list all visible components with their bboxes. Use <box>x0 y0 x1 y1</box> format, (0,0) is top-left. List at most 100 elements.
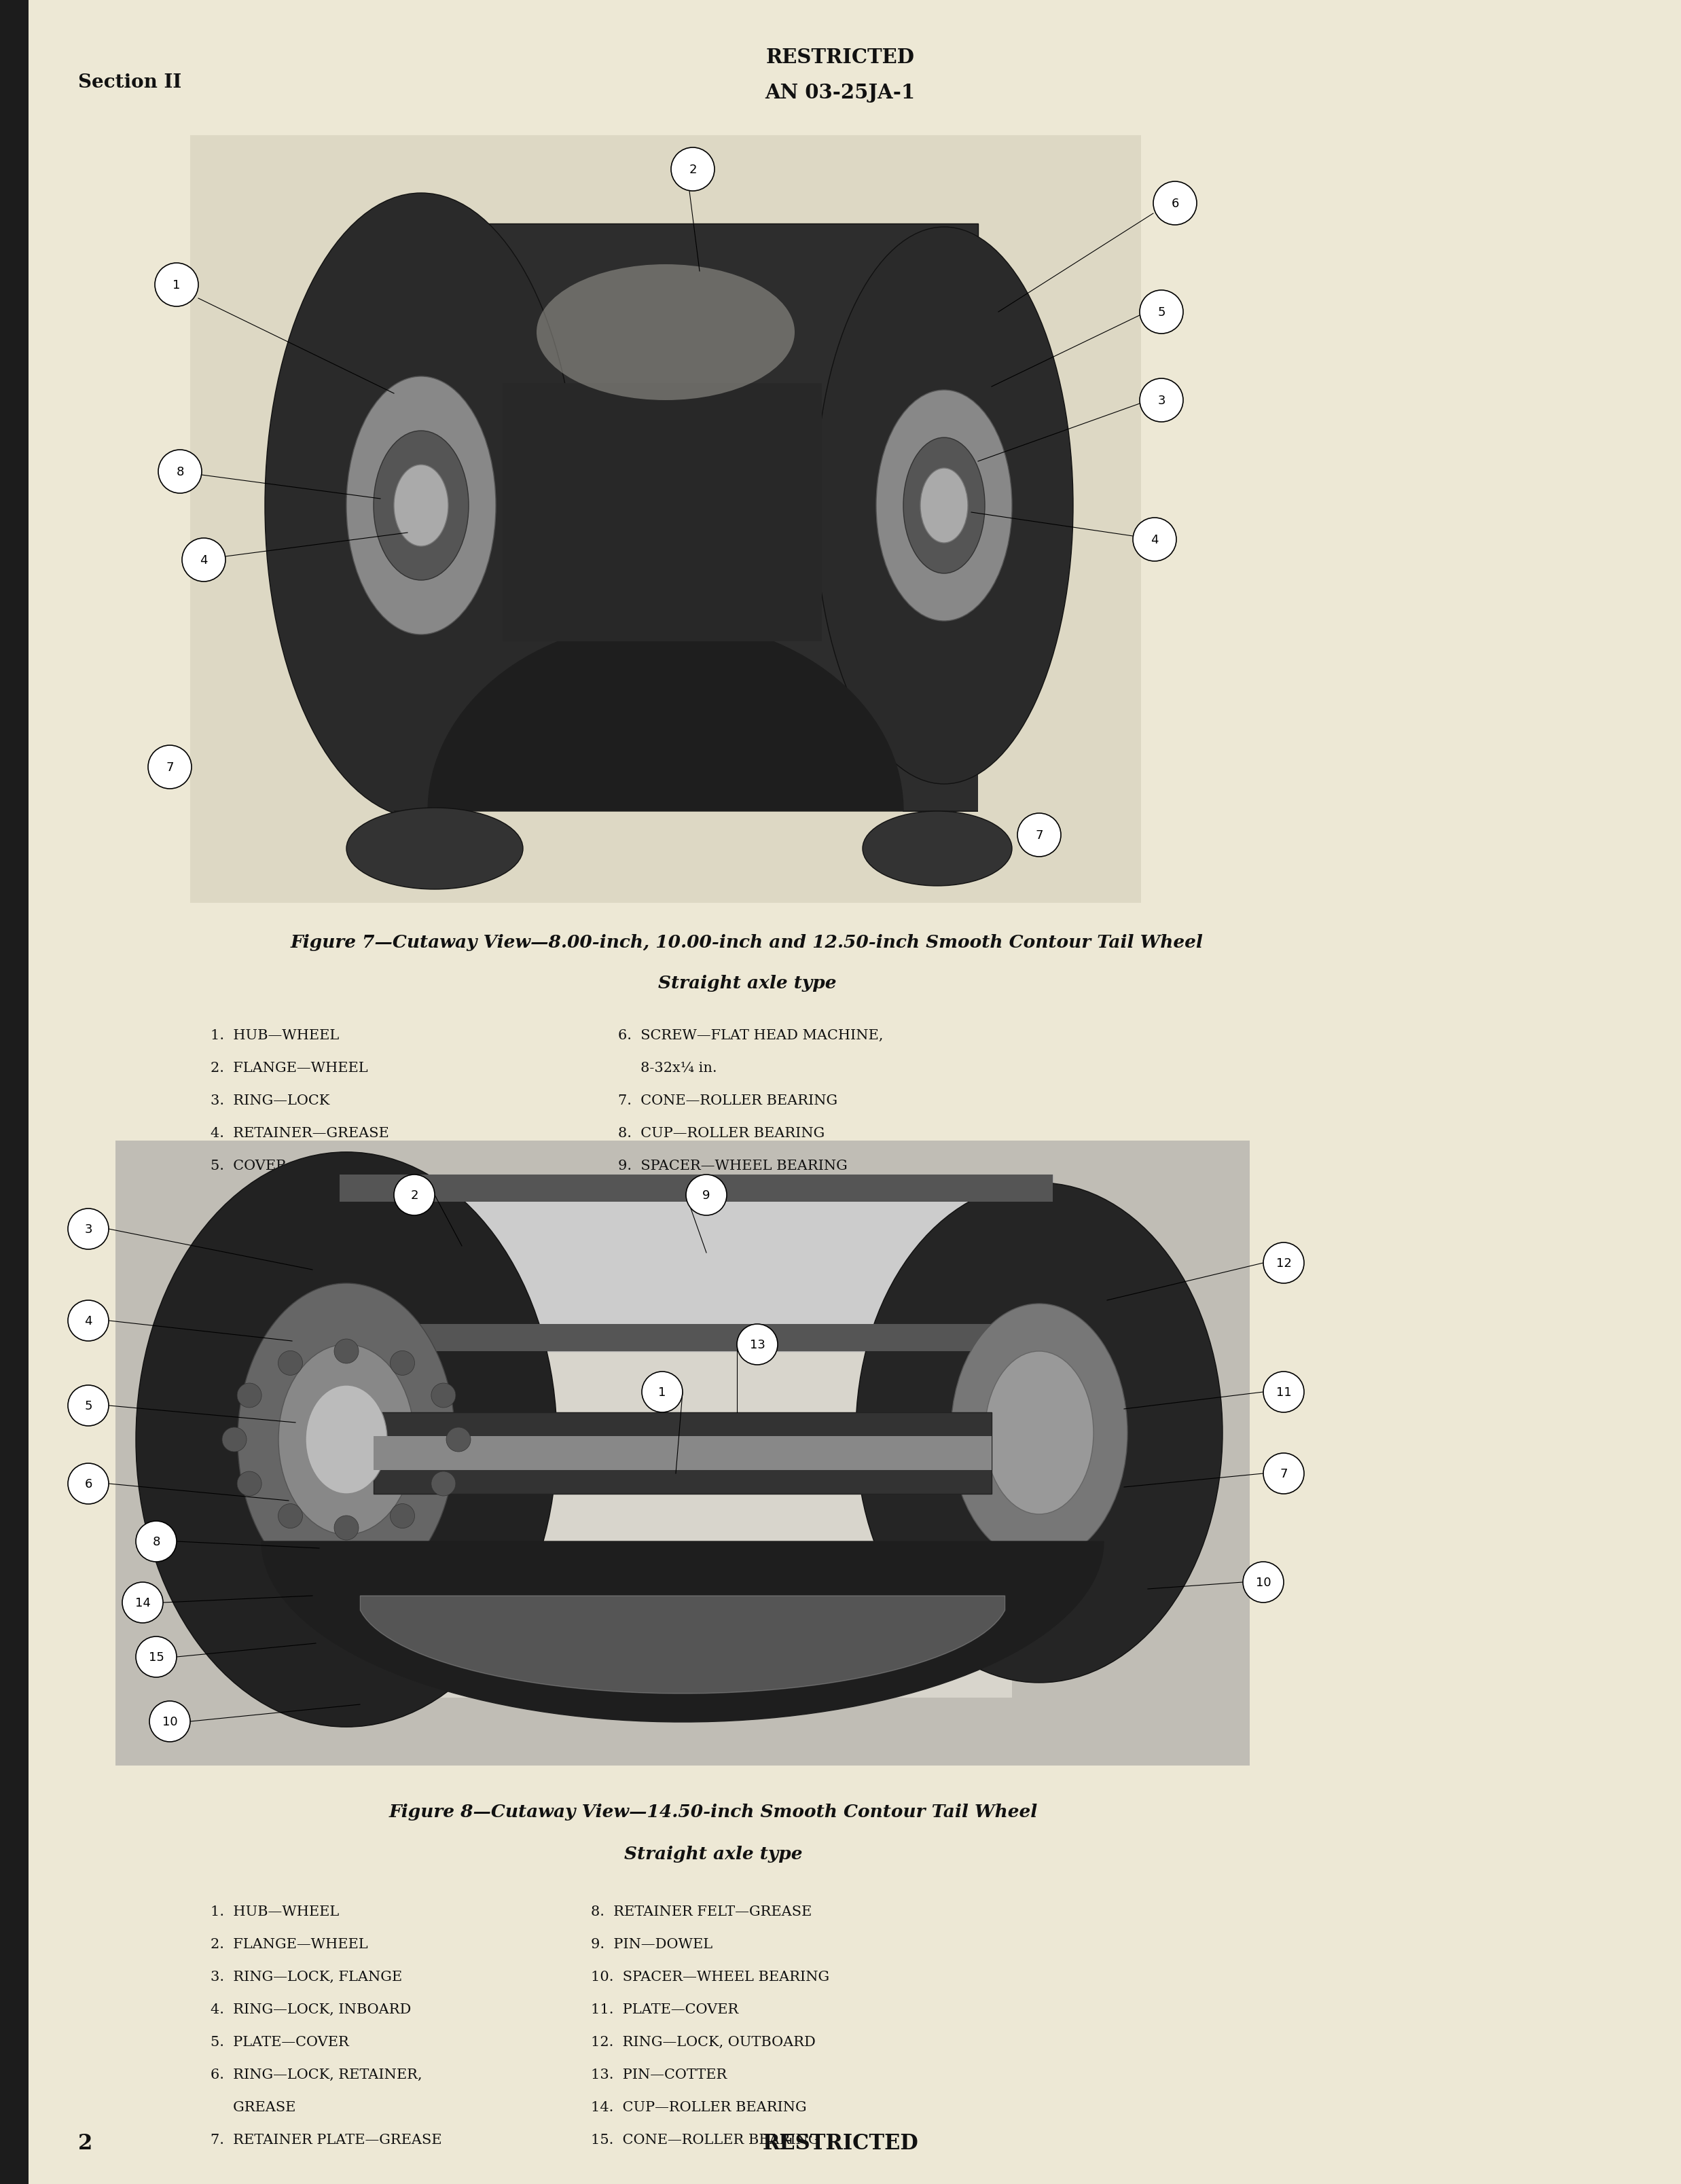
Text: Figure 8—Cutaway View—14.50-inch Smooth Contour Tail Wheel: Figure 8—Cutaway View—14.50-inch Smooth … <box>388 1804 1037 1819</box>
Bar <box>503 384 822 642</box>
Text: 10: 10 <box>1256 1577 1271 1588</box>
Text: 7.  CONE—ROLLER BEARING: 7. CONE—ROLLER BEARING <box>619 1094 837 1107</box>
Text: 4: 4 <box>84 1315 92 1328</box>
Ellipse shape <box>862 812 1012 887</box>
Text: 1: 1 <box>173 280 180 290</box>
Bar <box>340 1175 1052 1201</box>
Text: 7.  RETAINER PLATE—GREASE: 7. RETAINER PLATE—GREASE <box>210 2134 442 2147</box>
Circle shape <box>1017 815 1061 856</box>
Text: 8: 8 <box>177 465 183 478</box>
Circle shape <box>642 1372 682 1413</box>
Circle shape <box>1264 1452 1304 1494</box>
Text: 14: 14 <box>134 1597 150 1610</box>
Circle shape <box>150 1701 190 1743</box>
Text: 9: 9 <box>703 1188 711 1201</box>
Circle shape <box>1133 518 1177 561</box>
Ellipse shape <box>985 1352 1094 1514</box>
Circle shape <box>136 1636 177 1677</box>
Text: Straight axle type: Straight axle type <box>657 974 835 992</box>
Bar <box>373 1413 992 1494</box>
Text: 9.  SPACER—WHEEL BEARING: 9. SPACER—WHEEL BEARING <box>619 1160 847 1173</box>
Circle shape <box>158 450 202 494</box>
Circle shape <box>67 1299 109 1341</box>
Circle shape <box>67 1463 109 1505</box>
Circle shape <box>335 1339 358 1363</box>
Bar <box>190 135 1141 904</box>
Circle shape <box>155 264 198 308</box>
Bar <box>353 1208 1012 1697</box>
Ellipse shape <box>920 470 968 544</box>
Text: 4: 4 <box>200 555 208 566</box>
Text: 11: 11 <box>1276 1387 1291 1398</box>
Text: 8.  CUP—ROLLER BEARING: 8. CUP—ROLLER BEARING <box>619 1127 825 1140</box>
Polygon shape <box>360 1597 1005 1693</box>
Text: 6.  RING—LOCK, RETAINER,: 6. RING—LOCK, RETAINER, <box>210 2068 422 2081</box>
Circle shape <box>277 1352 303 1376</box>
Text: 13.  PIN—COTTER: 13. PIN—COTTER <box>592 2068 726 2081</box>
Circle shape <box>148 745 192 788</box>
Text: 10.  SPACER—WHEEL BEARING: 10. SPACER—WHEEL BEARING <box>592 1970 829 1983</box>
Text: 3.  RING—LOCK, FLANGE: 3. RING—LOCK, FLANGE <box>210 1970 402 1983</box>
Text: 2: 2 <box>410 1188 419 1201</box>
Bar <box>393 225 978 415</box>
Text: 8.  RETAINER FELT—GREASE: 8. RETAINER FELT—GREASE <box>592 1904 812 1918</box>
Text: 5: 5 <box>1158 306 1165 319</box>
Ellipse shape <box>266 194 577 819</box>
Text: 8: 8 <box>153 1535 160 1548</box>
Circle shape <box>67 1385 109 1426</box>
Text: 12: 12 <box>1276 1258 1291 1269</box>
Text: 7: 7 <box>166 762 173 773</box>
Circle shape <box>432 1472 456 1496</box>
Bar <box>116 1140 1249 1765</box>
Ellipse shape <box>393 465 449 546</box>
Bar <box>340 1175 1052 1352</box>
Circle shape <box>1140 290 1183 334</box>
Text: 4.  RETAINER—GREASE: 4. RETAINER—GREASE <box>210 1127 388 1140</box>
Text: 15: 15 <box>148 1651 165 1664</box>
Text: 2: 2 <box>77 2132 92 2153</box>
Ellipse shape <box>903 439 985 574</box>
Polygon shape <box>393 622 978 812</box>
Text: 1.  HUB—WHEEL: 1. HUB—WHEEL <box>210 1029 340 1042</box>
Text: 4: 4 <box>1151 533 1158 546</box>
Text: 5.  COVER—VALVE WELL: 5. COVER—VALVE WELL <box>210 1160 397 1173</box>
Text: 2: 2 <box>689 164 696 177</box>
Circle shape <box>1264 1372 1304 1413</box>
Text: AN 03-25JA-1: AN 03-25JA-1 <box>765 83 914 103</box>
Text: 1: 1 <box>659 1387 666 1398</box>
Ellipse shape <box>237 1284 456 1597</box>
Ellipse shape <box>373 430 469 581</box>
Text: 3.  RING—LOCK: 3. RING—LOCK <box>210 1094 329 1107</box>
Text: Section II: Section II <box>77 74 182 92</box>
Circle shape <box>393 1175 435 1216</box>
Bar <box>393 574 978 812</box>
Circle shape <box>390 1505 415 1529</box>
Circle shape <box>67 1208 109 1249</box>
Text: GREASE: GREASE <box>210 2101 296 2114</box>
Text: 15.  CONE—ROLLER BEARING: 15. CONE—ROLLER BEARING <box>592 2134 819 2147</box>
Text: 4.  RING—LOCK, INBOARD: 4. RING—LOCK, INBOARD <box>210 2003 412 2016</box>
Text: 5.  PLATE—COVER: 5. PLATE—COVER <box>210 2035 350 2049</box>
Ellipse shape <box>815 227 1072 784</box>
Text: 12.  RING—LOCK, OUTBOARD: 12. RING—LOCK, OUTBOARD <box>592 2035 815 2049</box>
Text: 14.  CUP—ROLLER BEARING: 14. CUP—ROLLER BEARING <box>592 2101 807 2114</box>
Text: RESTRICTED: RESTRICTED <box>761 2132 918 2153</box>
Ellipse shape <box>951 1304 1128 1562</box>
Circle shape <box>182 539 225 581</box>
Text: 8-32x¼ in.: 8-32x¼ in. <box>619 1061 718 1075</box>
Polygon shape <box>262 1542 1104 1723</box>
Text: 7: 7 <box>1035 830 1044 841</box>
Circle shape <box>136 1522 177 1562</box>
Text: 7: 7 <box>1279 1468 1288 1481</box>
Text: 2.  FLANGE—WHEEL: 2. FLANGE—WHEEL <box>210 1061 368 1075</box>
Ellipse shape <box>306 1385 387 1494</box>
Circle shape <box>277 1505 303 1529</box>
Circle shape <box>123 1583 163 1623</box>
Bar <box>0 0 29 2184</box>
Circle shape <box>1153 181 1197 225</box>
Circle shape <box>671 149 714 192</box>
Bar <box>340 1324 1052 1352</box>
Ellipse shape <box>279 1345 414 1535</box>
Text: 5: 5 <box>84 1400 92 1411</box>
Circle shape <box>1140 380 1183 422</box>
